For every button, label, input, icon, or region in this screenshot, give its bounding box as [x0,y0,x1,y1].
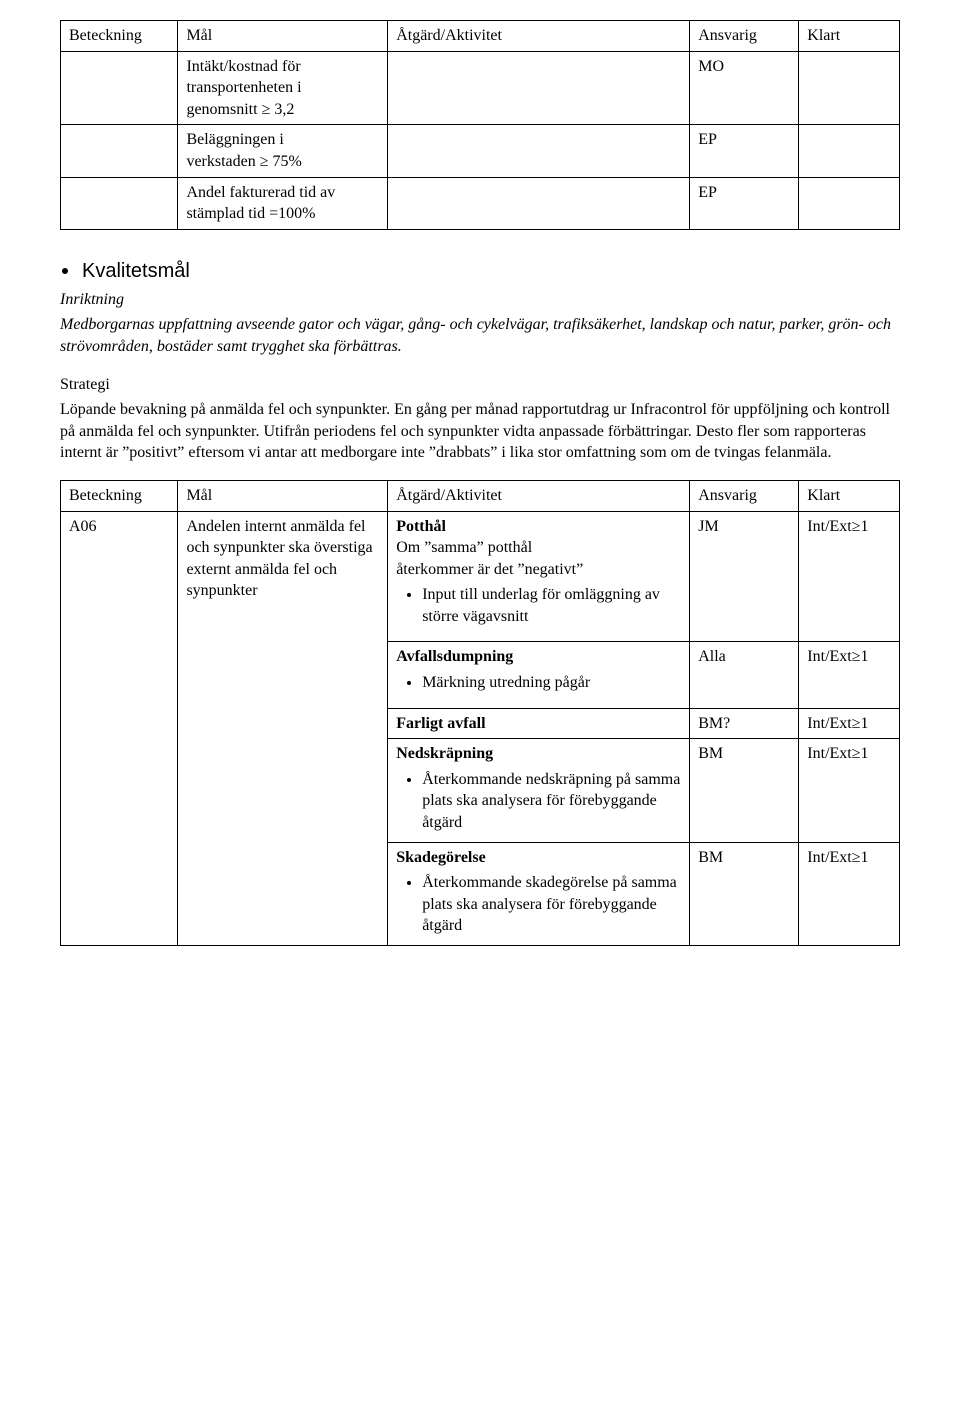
text: genomsnitt ≥ 3,2 [186,99,379,121]
col-header-beteckning: Beteckning [61,480,178,511]
col-header-klart: Klart [799,21,900,52]
text: Intäkt/kostnad för [186,56,379,78]
cell-atg: Nedskräpning Återkommande nedskräpning p… [388,739,690,842]
atg-title: Nedskräpning [396,743,681,765]
list-item: Input till underlag för omläggning av st… [422,584,681,627]
table-row: Intäkt/kostnad för transportenheten i ge… [61,51,900,125]
table-row: Nedskräpning Återkommande nedskräpning p… [61,739,900,842]
text: Andel fakturerad tid av [186,182,379,204]
cell-klart: Int/Ext≥1 [799,842,900,945]
section-title-text: Kvalitetsmål [82,260,190,282]
text: Beläggningen i [186,129,379,151]
cell-mal [178,708,388,739]
cell-klart [799,125,900,177]
bullet-list: Input till underlag för omläggning av st… [396,584,681,627]
cell-ans: BM? [690,708,799,739]
cell-bet [61,51,178,125]
text: transportenheten i [186,77,379,99]
table-1: Beteckning Mål Åtgärd/Aktivitet Ansvarig… [60,20,900,230]
table-row: Andel fakturerad tid av stämplad tid =10… [61,177,900,229]
cell-atg: Farligt avfall [388,708,690,739]
inriktning-label: Inriktning [60,289,900,311]
cell-atg [388,177,690,229]
cell-ans: BM [690,739,799,842]
table-row: Beteckning Mål Åtgärd/Aktivitet Ansvarig… [61,480,900,511]
cell-klart: Int/Ext≥1 [799,511,900,642]
cell-atg [388,51,690,125]
table-row: A06 Andelen internt anmälda fel och synp… [61,511,900,642]
table-row: Beläggningen i verkstaden ≥ 75% EP [61,125,900,177]
atg-title: Farligt avfall [396,715,485,732]
cell-atg [388,125,690,177]
list-item: Återkommande nedskräpning på samma plats… [422,769,681,834]
atg-title: Avfallsdumpning [396,646,681,668]
cell-bet [61,125,178,177]
cell-klart: Int/Ext≥1 [799,642,900,708]
col-header-atgard: Åtgärd/Aktivitet [388,480,690,511]
cell-klart: Int/Ext≥1 [799,708,900,739]
cell-atg: Potthål Om ”samma” potthål återkommer är… [388,511,690,642]
col-header-ansvarig: Ansvarig [690,21,799,52]
list-item: Märkning utredning pågår [422,672,681,694]
cell-mal: Beläggningen i verkstaden ≥ 75% [178,125,388,177]
col-header-ansvarig: Ansvarig [690,480,799,511]
col-header-atgard: Åtgärd/Aktivitet [388,21,690,52]
cell-bet [61,708,178,739]
strategi-text: Löpande bevakning på anmälda fel och syn… [60,399,900,464]
cell-ans: BM [690,842,799,945]
cell-ans: JM [690,511,799,642]
col-header-klart: Klart [799,480,900,511]
cell-bet [61,642,178,708]
cell-bet: A06 [61,511,178,642]
col-header-mal: Mål [178,21,388,52]
cell-ans: EP [690,177,799,229]
table-row: Avfallsdumpning Märkning utredning pågår… [61,642,900,708]
cell-mal: Intäkt/kostnad för transportenheten i ge… [178,51,388,125]
cell-klart: Int/Ext≥1 [799,739,900,842]
inriktning-text: Medborgarnas uppfattning avseende gator … [60,314,900,357]
cell-mal [178,642,388,708]
col-header-mal: Mål [178,480,388,511]
atg-title: Potthål [396,516,681,538]
cell-ans: EP [690,125,799,177]
table-2: Beteckning Mål Åtgärd/Aktivitet Ansvarig… [60,480,900,946]
cell-ans: Alla [690,642,799,708]
table-row: Skadegörelse Återkommande skadegörelse p… [61,842,900,945]
cell-ans: MO [690,51,799,125]
cell-klart [799,177,900,229]
cell-atg: Avfallsdumpning Märkning utredning pågår [388,642,690,708]
bullet-icon [62,268,68,274]
cell-bet [61,739,178,842]
cell-bet [61,177,178,229]
table-row: Beteckning Mål Åtgärd/Aktivitet Ansvarig… [61,21,900,52]
table-row: Farligt avfall BM? Int/Ext≥1 [61,708,900,739]
cell-bet [61,842,178,945]
cell-mal: Andel fakturerad tid av stämplad tid =10… [178,177,388,229]
bullet-list: Återkommande skadegörelse på samma plats… [396,872,681,937]
atg-title: Skadegörelse [396,847,681,869]
bullet-list: Märkning utredning pågår [396,672,681,694]
text: Om ”samma” potthål [396,537,681,559]
cell-klart [799,51,900,125]
section-heading: Kvalitetsmål [60,258,900,285]
bullet-list: Återkommande nedskräpning på samma plats… [396,769,681,834]
col-header-beteckning: Beteckning [61,21,178,52]
cell-mal: Andelen internt anmälda fel och synpunkt… [178,511,388,642]
strategi-label: Strategi [60,374,900,396]
cell-mal [178,739,388,842]
list-item: Återkommande skadegörelse på samma plats… [422,872,681,937]
text: verkstaden ≥ 75% [186,151,379,173]
cell-atg: Skadegörelse Återkommande skadegörelse p… [388,842,690,945]
text: återkommer är det ”negativt” [396,559,681,581]
cell-mal [178,842,388,945]
text: stämplad tid =100% [186,203,379,225]
